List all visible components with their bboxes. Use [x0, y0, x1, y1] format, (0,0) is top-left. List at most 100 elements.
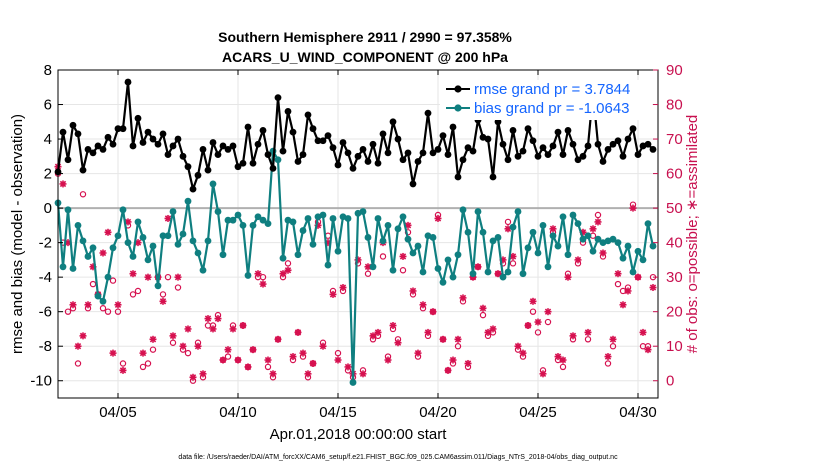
rmse-point [489, 173, 497, 181]
bias-point [509, 223, 517, 231]
y-tick-label: 6 [44, 97, 52, 114]
bias-point [124, 239, 132, 247]
rmse-point [649, 146, 657, 153]
bias-point [559, 213, 567, 221]
rmse-point [184, 163, 192, 171]
obs-assimilated-marker [189, 373, 197, 381]
obs-assimilated-stroke [339, 284, 347, 291]
rmse-point [59, 128, 67, 136]
y2-tick-label: 50 [666, 200, 683, 217]
bias-point [574, 220, 582, 228]
rmse-point [569, 140, 577, 148]
bias-point [584, 232, 592, 240]
bias-point [454, 251, 462, 259]
rmse-point [459, 156, 467, 164]
rmse-point [399, 156, 407, 164]
rmse-point [249, 159, 257, 167]
obs-assimilated-marker [534, 318, 542, 326]
obs-assimilated-stroke [534, 318, 542, 326]
obs-possible-marker [259, 273, 267, 281]
bias-point [484, 268, 492, 276]
rmse-point [364, 158, 372, 165]
rmse-point [369, 140, 377, 148]
bias-point [474, 208, 482, 215]
rmse-point [134, 114, 142, 122]
obs-assimilated-stroke [294, 329, 302, 336]
bias-point [609, 235, 617, 243]
bias-point [99, 297, 107, 305]
obs-assimilated-marker [184, 325, 192, 333]
rmse-point [109, 140, 117, 148]
obs-assimilated-stroke [604, 353, 612, 360]
obs-assimilated-marker [649, 284, 657, 292]
rmse-point [224, 146, 232, 153]
rmse-point [124, 78, 132, 86]
bias-point [224, 216, 232, 224]
rmse-point [79, 166, 87, 174]
rmse-point [139, 139, 147, 146]
obs-assimilated-marker [294, 328, 302, 336]
bias-point [524, 244, 532, 252]
obs-possible-marker [79, 191, 87, 198]
obs-assimilated-stroke [479, 305, 487, 312]
rmse-point [239, 159, 247, 167]
obs-assimilated-marker [289, 353, 297, 361]
obs-assimilated-marker [284, 266, 292, 274]
rmse-point [294, 158, 302, 165]
obs-possible-marker [454, 343, 462, 350]
bias-point [234, 211, 242, 219]
bias-point [294, 251, 302, 259]
bias-point [119, 206, 127, 214]
obs-possible-marker [99, 305, 107, 312]
obs-possible-marker [109, 277, 117, 284]
obs-assimilated-stroke [59, 180, 67, 188]
rmse-point [234, 163, 242, 171]
x-tick-label: 04/20 [419, 404, 457, 421]
obs-assimilated-marker [224, 346, 232, 354]
legend-bias-label: bias grand pr = -1.0643 [474, 100, 630, 117]
obs-assimilated-marker [219, 356, 227, 364]
obs-possible-marker [169, 339, 177, 346]
rmse-point [544, 151, 552, 158]
obs-assimilated-marker [444, 366, 452, 374]
obs-assimilated-stroke [634, 273, 642, 281]
rmse-point [619, 152, 627, 160]
obs-assimilated-stroke [394, 339, 402, 346]
rmse-point [319, 137, 327, 145]
obs-assimilated-stroke [434, 215, 442, 222]
obs-possible-marker [604, 360, 612, 367]
bias-point [449, 273, 457, 281]
bias-point [214, 208, 222, 215]
bias-point [514, 208, 522, 215]
rmse-point [254, 140, 262, 148]
rmse-point [554, 128, 562, 136]
obs-assimilated-stroke [269, 370, 277, 377]
rmse-point [419, 149, 427, 157]
obs-assimilated-marker [584, 328, 592, 336]
obs-assimilated-stroke [139, 349, 147, 357]
y2-tick-label: 20 [666, 304, 683, 321]
rmse-point [334, 161, 342, 169]
legend-bias-marker [454, 104, 462, 112]
rmse-point [329, 144, 337, 152]
rmse-point [484, 135, 492, 143]
bias-point [544, 263, 552, 271]
obs-assimilated-stroke [639, 329, 647, 336]
obs-assimilated-stroke [439, 336, 447, 343]
rmse-point [469, 147, 477, 155]
obs-assimilated-stroke [619, 301, 627, 308]
y2-axis-label: # of obs: o=possible; ∗=assimilated [684, 115, 701, 354]
obs-assimilated-marker [79, 332, 87, 340]
obs-possible-marker [129, 291, 137, 298]
rmse-point [129, 142, 137, 150]
rmse-point [144, 128, 152, 136]
x-tick-label: 04/10 [219, 404, 257, 421]
bias-point [644, 220, 652, 228]
obs-assimilated-marker [159, 297, 167, 305]
obs-assimilated-marker [389, 321, 397, 329]
obs-assimilated-stroke [609, 336, 617, 343]
obs-assimilated-marker [239, 321, 247, 329]
obs-assimilated-marker [264, 356, 272, 364]
obs-assimilated-marker [254, 270, 262, 278]
rmse-point [614, 137, 622, 145]
